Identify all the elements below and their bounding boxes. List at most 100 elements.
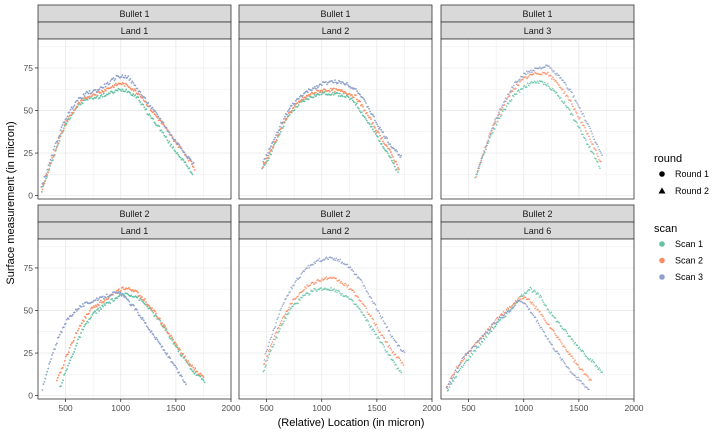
- data-point: [520, 300, 523, 303]
- data-point: [481, 340, 484, 343]
- data-point: [538, 324, 541, 327]
- data-point: [531, 301, 534, 303]
- data-point: [490, 132, 493, 135]
- data-point: [122, 82, 125, 85]
- data-point: [99, 299, 102, 302]
- data-point: [325, 81, 327, 83]
- data-point: [546, 82, 549, 85]
- data-point: [376, 131, 378, 134]
- x-tick-label: 1500: [367, 403, 386, 413]
- data-point: [116, 89, 119, 92]
- data-point: [104, 296, 107, 299]
- data-point: [577, 376, 580, 379]
- data-point: [153, 309, 155, 312]
- series-scan-1: [261, 91, 399, 174]
- data-point: [182, 159, 185, 161]
- data-point: [486, 331, 489, 334]
- data-point: [542, 315, 545, 317]
- data-point: [80, 305, 83, 308]
- data-point: [83, 95, 86, 97]
- data-point: [297, 98, 300, 100]
- data-point: [192, 161, 195, 164]
- data-point: [582, 124, 585, 127]
- data-point: [500, 312, 503, 315]
- data-point: [125, 88, 128, 91]
- data-point: [398, 344, 401, 347]
- data-point: [586, 132, 589, 135]
- data-point: [59, 371, 62, 374]
- data-point: [281, 121, 284, 124]
- data-point: [331, 91, 334, 94]
- data-point: [77, 327, 80, 330]
- data-point: [305, 287, 308, 289]
- data-point: [508, 310, 511, 313]
- data-point: [381, 341, 384, 344]
- data-point: [348, 93, 351, 95]
- data-point: [554, 73, 557, 76]
- data-point: [484, 330, 487, 333]
- data-point: [91, 90, 94, 93]
- data-point: [599, 150, 602, 153]
- data-point: [581, 368, 584, 371]
- data-point: [329, 87, 332, 90]
- data-point: [193, 372, 196, 375]
- data-point: [459, 362, 462, 365]
- data-point: [476, 173, 479, 176]
- data-point: [301, 290, 304, 293]
- data-point: [350, 287, 353, 290]
- data-point: [268, 353, 271, 355]
- data-point: [293, 283, 296, 286]
- data-point: [166, 331, 168, 333]
- panel-background: [441, 39, 634, 199]
- data-point: [480, 157, 483, 160]
- data-point: [384, 322, 387, 325]
- data-point: [143, 299, 145, 302]
- data-point: [82, 305, 85, 308]
- data-point: [576, 101, 579, 104]
- data-point: [104, 85, 107, 88]
- data-point: [120, 90, 123, 93]
- data-point: [55, 379, 58, 382]
- data-point: [163, 349, 166, 352]
- data-point: [377, 130, 379, 133]
- data-point: [586, 143, 589, 146]
- data-point: [156, 116, 159, 119]
- data-point: [390, 159, 393, 162]
- data-point: [600, 151, 603, 154]
- data-point: [314, 91, 317, 94]
- data-point: [528, 70, 531, 73]
- series-scan-3: [263, 256, 406, 361]
- data-point: [152, 108, 155, 111]
- data-point: [291, 287, 294, 290]
- data-point: [290, 109, 293, 112]
- data-point: [552, 78, 555, 81]
- data-point: [398, 357, 401, 360]
- data-point: [106, 93, 109, 96]
- data-point: [291, 305, 294, 307]
- data-point: [317, 259, 320, 262]
- data-point: [592, 146, 595, 149]
- data-point: [184, 154, 187, 156]
- data-point: [590, 150, 593, 153]
- data-point: [340, 280, 343, 283]
- data-point: [347, 96, 350, 99]
- data-point: [483, 338, 486, 341]
- data-point: [529, 69, 532, 72]
- data-point: [599, 159, 602, 162]
- data-point: [69, 359, 71, 362]
- data-point: [515, 81, 518, 84]
- data-point: [509, 306, 512, 309]
- data-point: [151, 106, 154, 109]
- data-point: [306, 95, 309, 97]
- data-point: [549, 88, 552, 91]
- data-point: [264, 157, 267, 160]
- data-point: [65, 117, 68, 120]
- data-point: [450, 377, 453, 379]
- data-point: [64, 355, 67, 358]
- y-tick-label: 0: [28, 391, 33, 401]
- data-point: [319, 287, 322, 290]
- data-point: [66, 118, 69, 121]
- data-point: [298, 95, 301, 98]
- data-point: [596, 160, 599, 163]
- data-point: [560, 100, 563, 102]
